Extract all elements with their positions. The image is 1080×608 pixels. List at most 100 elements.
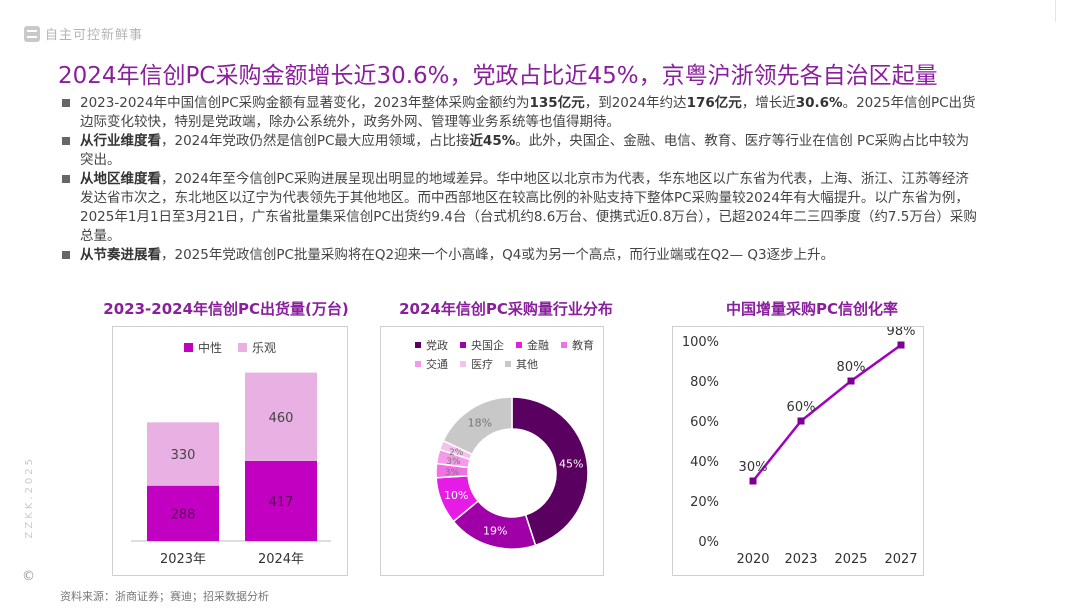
legend-label: 中性 bbox=[197, 341, 222, 355]
x-tick-label: 2024年 bbox=[258, 552, 304, 567]
x-tick-label: 2023年 bbox=[160, 552, 206, 567]
bar-chart: 288 330 2023年 417 460 2024年 bbox=[131, 372, 331, 567]
legend-swatch bbox=[505, 361, 511, 367]
legend-swatch bbox=[516, 342, 522, 348]
legend-swatch bbox=[415, 342, 421, 348]
bar-segment bbox=[245, 460, 317, 541]
y-tick-label: 80% bbox=[690, 375, 719, 390]
bar-value-label: 288 bbox=[171, 507, 196, 522]
donut-slice bbox=[442, 396, 513, 456]
bullet-text: ，2024年党政仍然是信创PC最大应用领域，占比接 bbox=[161, 133, 470, 149]
bullet-text: ，2024年至今信创PC采购进展呈现出明显的地域差异。华中地区以北京市为代表，华… bbox=[80, 171, 977, 244]
bullet-item: 2023-2024年中国信创PC采购金额有显著变化，2023年整体采购金额约为1… bbox=[60, 94, 980, 132]
data-point bbox=[749, 477, 757, 485]
bullet-bold: 30.6% bbox=[795, 95, 843, 111]
legend-item: 党政 bbox=[415, 337, 448, 353]
legend-label: 党政 bbox=[426, 339, 448, 352]
y-tick-label: 0% bbox=[698, 535, 719, 550]
legend-item: 央国企 bbox=[460, 337, 504, 353]
bar-segment bbox=[245, 372, 317, 461]
top-divider bbox=[1055, 0, 1056, 22]
slice-label: 3% bbox=[446, 457, 461, 467]
data-label: 80% bbox=[837, 360, 866, 375]
data-label: 60% bbox=[787, 400, 816, 415]
legend-label: 央国企 bbox=[471, 339, 504, 352]
data-point bbox=[797, 417, 805, 425]
legend-label: 教育 bbox=[572, 339, 594, 352]
bar-chart-title: 2023-2024年信创PC出货量(万台) bbox=[103, 300, 349, 318]
bullet-item: 从行业维度看，2024年党政仍然是信创PC最大应用领域，占比接近45%。此外，央… bbox=[60, 132, 980, 170]
bullet-text: ，到2024年约达 bbox=[584, 95, 687, 111]
slice-label: 18% bbox=[468, 416, 492, 429]
data-point bbox=[847, 377, 855, 385]
bar-value-label: 417 bbox=[269, 495, 294, 510]
line-chart-title: 中国增量采购PC信创化率 bbox=[725, 300, 898, 318]
bar-segment bbox=[147, 422, 219, 486]
y-tick-label: 20% bbox=[690, 495, 719, 510]
bullet-text: ，增长近 bbox=[741, 95, 796, 111]
bullet-bold: 从节奏进展看 bbox=[80, 247, 161, 263]
slice-label: 10% bbox=[444, 489, 468, 502]
slice-label: 2% bbox=[449, 448, 464, 458]
legend-item: 中性 bbox=[183, 339, 222, 356]
brand-name: 自主可控新鲜事 bbox=[45, 28, 144, 43]
bar-legend: 中性 乐观 bbox=[113, 339, 347, 356]
bullet-bold: 从行业维度看 bbox=[80, 133, 161, 149]
bullet-text: ，2025年党政信创PC批量采购将在Q2迎来一个小高峰，Q4或为另一个高点，而行… bbox=[161, 247, 835, 263]
slice-label: 19% bbox=[483, 525, 507, 538]
bar-chart-panel: 中性 乐观 288 330 2023年 417 460 2024年 bbox=[112, 326, 348, 576]
donut-slice bbox=[511, 396, 589, 547]
slice-label: 45% bbox=[559, 458, 583, 471]
slice-label: 3% bbox=[445, 468, 460, 478]
donut-chart: 45%19%10%3%3%2%18% bbox=[435, 396, 589, 550]
y-tick-label: 40% bbox=[690, 455, 719, 470]
legend-label: 乐观 bbox=[252, 341, 277, 355]
x-tick-label: 2025 bbox=[834, 552, 867, 567]
legend-label: 其他 bbox=[516, 358, 538, 371]
pie-legend: 党政 央国企 金融 教育交通 医疗 其他 bbox=[415, 337, 595, 372]
legend-label: 交通 bbox=[426, 358, 448, 371]
legend-label: 金融 bbox=[527, 339, 549, 352]
bullet-bold: 135亿元 bbox=[529, 95, 585, 111]
legend-item: 教育 bbox=[561, 337, 594, 353]
bullet-text: 。此外，央国企、金融、电信、教育、医疗等行业在信创 PC采购占比中较为突出。 bbox=[80, 133, 970, 168]
donut-chart-title: 2024年信创PC采购量行业分布 bbox=[399, 300, 613, 318]
series-line bbox=[752, 343, 902, 482]
x-tick-label: 2020 bbox=[736, 552, 769, 567]
legend-item: 交通 bbox=[415, 356, 448, 372]
data-point bbox=[897, 341, 905, 349]
legend-swatch bbox=[183, 343, 193, 352]
x-tick-label: 2027 bbox=[884, 552, 917, 567]
x-tick-label: 2023 bbox=[784, 552, 817, 567]
page-title: 2024年信创PC采购金额增长近30.6%，党政占比近45%，京粤沪浙领先各自治… bbox=[58, 63, 938, 89]
line-chart: 0% 20% 40% 60% 80% 100% 2020 2023 2025 2027 30% 60%… bbox=[682, 327, 918, 567]
legend-swatch bbox=[460, 342, 466, 348]
y-tick-label: 100% bbox=[682, 335, 719, 350]
legend-item: 医疗 bbox=[460, 356, 493, 372]
legend-swatch bbox=[561, 342, 567, 348]
legend-item: 其他 bbox=[505, 356, 538, 372]
y-tick-label: 60% bbox=[690, 415, 719, 430]
bar-segment bbox=[147, 485, 219, 541]
line-chart-panel: 0% 20% 40% 60% 80% 100% 2020 2023 2025 2027 30% 60%… bbox=[672, 326, 924, 576]
legend-item: 金融 bbox=[516, 337, 549, 353]
legend-item: 乐观 bbox=[238, 339, 276, 356]
bullet-item: 从节奏进展看，2025年党政信创PC批量采购将在Q2迎来一个小高峰，Q4或为另一… bbox=[60, 246, 980, 265]
bullet-list: 2023-2024年中国信创PC采购金额有显著变化，2023年整体采购金额约为1… bbox=[60, 94, 980, 265]
watermark: ZZKK.2025 bbox=[24, 456, 35, 539]
source-note: 资料来源：浙商证券；赛迪；招采数据分析 bbox=[60, 590, 269, 603]
bullet-item: 从地区维度看，2024年至今信创PC采购进展呈现出明显的地域差异。华中地区以北京… bbox=[60, 170, 980, 246]
bullet-text: 。2025年信创PC出货边际变化较快，特别是党政端，除办公系统外，政务外网、管理… bbox=[80, 95, 976, 130]
data-label: 98% bbox=[887, 327, 916, 339]
legend-label: 医疗 bbox=[471, 358, 493, 371]
bullet-bold: 176亿元 bbox=[686, 95, 742, 111]
brand-mark-icon bbox=[24, 25, 40, 42]
data-label: 30% bbox=[739, 460, 768, 475]
bar-value-label: 330 bbox=[171, 448, 196, 463]
legend-swatch bbox=[460, 361, 466, 367]
bullet-text: 2023-2024年中国信创PC采购金额有显著变化，2023年整体采购金额约为 bbox=[80, 95, 530, 111]
copyright-icon: © bbox=[22, 569, 35, 584]
bullet-bold: 近45% bbox=[469, 133, 516, 149]
donut-chart-panel: 党政 央国企 金融 教育 交通 医疗 其他 45% 19% 10% 3% 3% 2% 18% bbox=[380, 326, 604, 576]
brand-logo: 自主可控新鲜事 bbox=[24, 24, 143, 43]
